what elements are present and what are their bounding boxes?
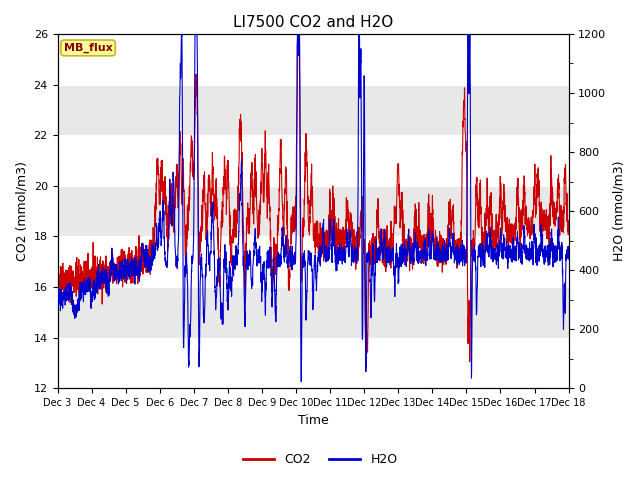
Bar <box>58 135 568 186</box>
Bar <box>58 338 568 388</box>
Bar <box>58 84 568 135</box>
Legend: CO2, H2O: CO2, H2O <box>237 448 403 471</box>
Y-axis label: H2O (mmol/m3): H2O (mmol/m3) <box>612 161 625 262</box>
Y-axis label: CO2 (mmol/m3): CO2 (mmol/m3) <box>15 161 28 261</box>
Text: MB_flux: MB_flux <box>63 43 113 53</box>
Bar <box>58 237 568 287</box>
Bar <box>58 186 568 237</box>
Bar <box>58 34 568 84</box>
Bar <box>58 287 568 338</box>
Title: LI7500 CO2 and H2O: LI7500 CO2 and H2O <box>233 15 393 30</box>
X-axis label: Time: Time <box>298 414 328 427</box>
